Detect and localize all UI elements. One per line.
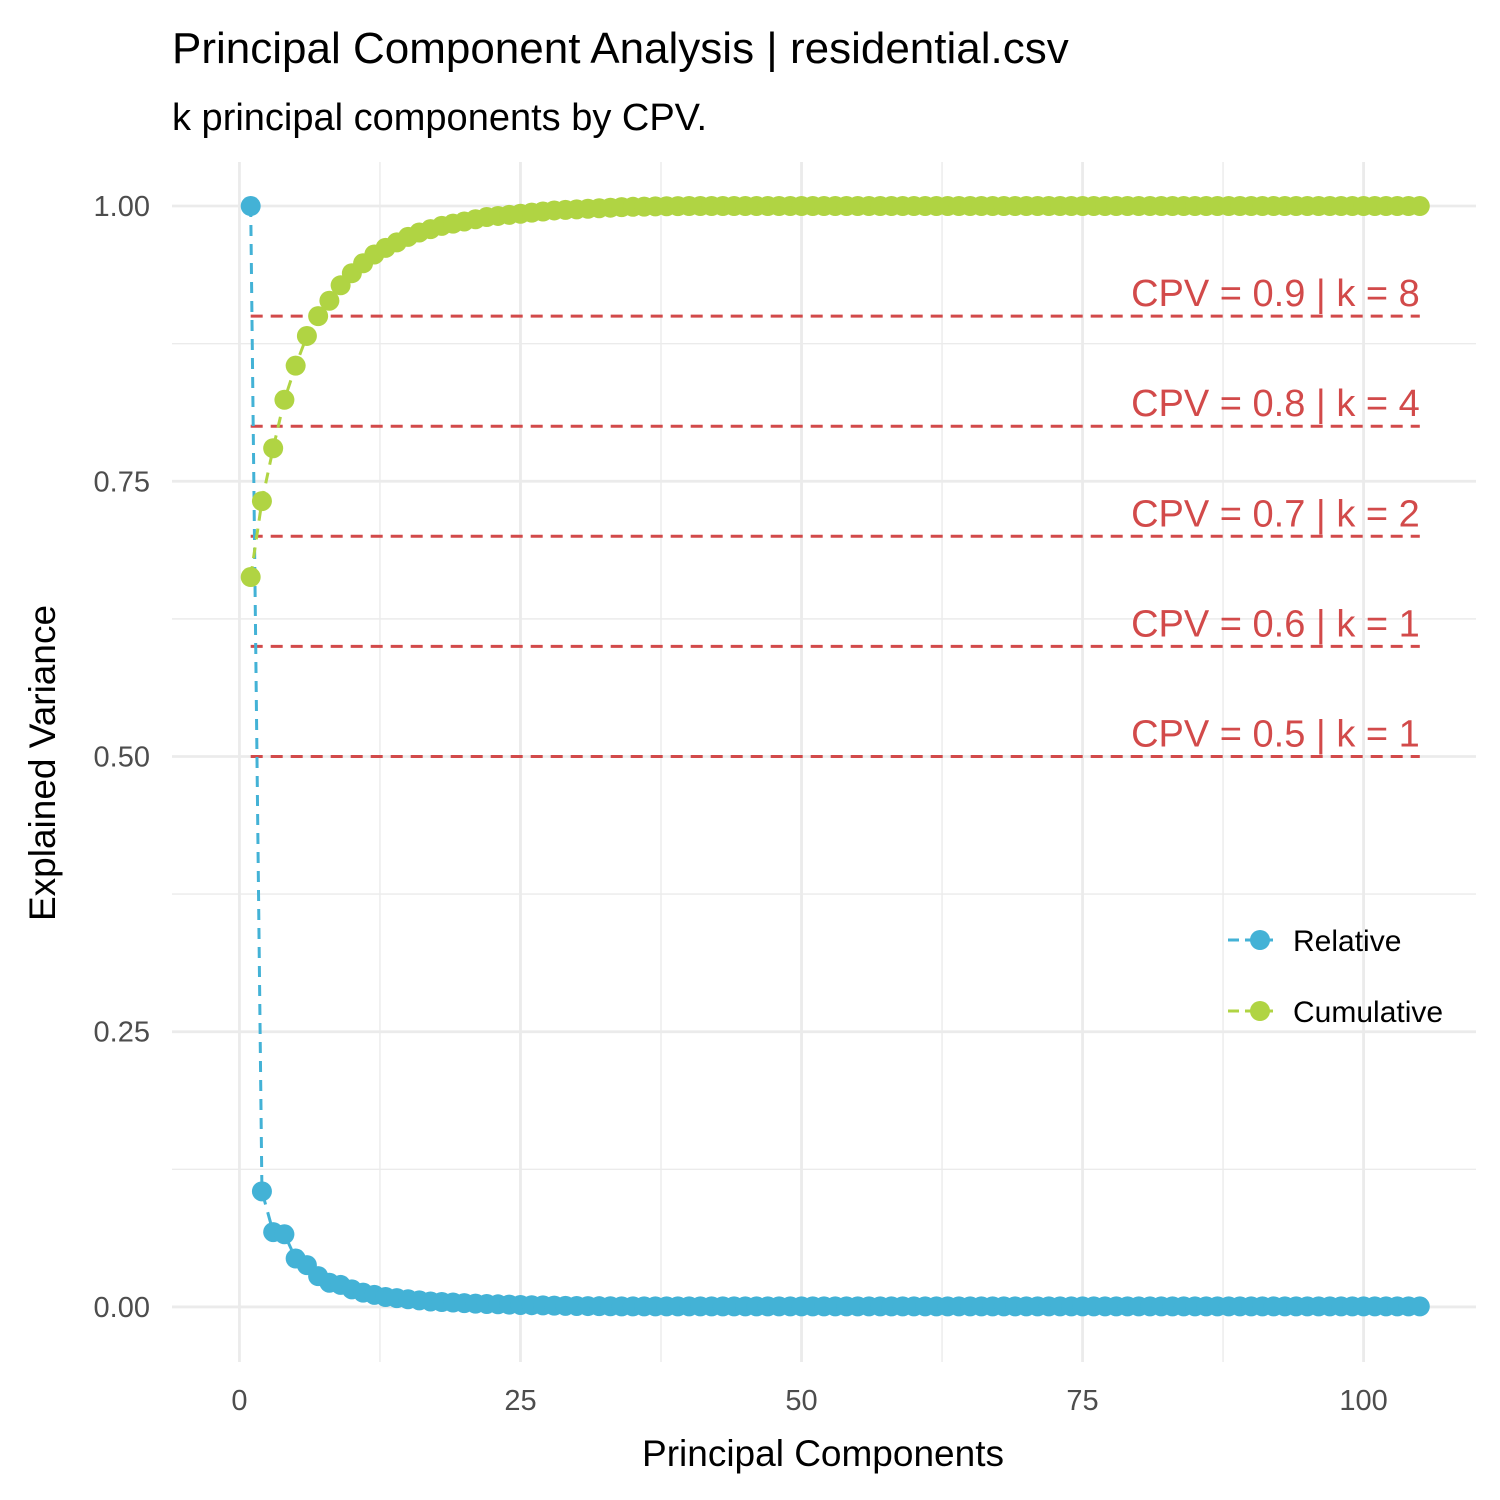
legend-label-cumulative: Cumulative	[1293, 996, 1443, 1029]
cumulative-point	[285, 355, 306, 376]
x-axis-title: Principal Components	[642, 1433, 1004, 1474]
cpv-threshold-label: CPV = 0.6 | k = 1	[1131, 603, 1420, 645]
relative-point	[1409, 1296, 1430, 1317]
cumulative-point	[296, 325, 317, 346]
relative-point	[240, 196, 261, 217]
cumulative-point	[274, 389, 295, 410]
grid-minor	[172, 162, 1476, 1362]
relative-point	[251, 1181, 272, 1202]
y-tick-label: 0.50	[94, 741, 150, 773]
cpv-threshold-label: CPV = 0.7 | k = 2	[1131, 493, 1420, 535]
x-axis-ticks: 0 25 50 75 100	[231, 1385, 1387, 1417]
cpv-threshold-label: CPV = 0.5 | k = 1	[1131, 713, 1420, 755]
series-layer	[240, 196, 1430, 1317]
cumulative-point	[251, 491, 272, 512]
legend-key-point-cumulative	[1250, 1001, 1270, 1021]
x-tick-label: 25	[504, 1385, 536, 1417]
x-tick-label: 0	[231, 1385, 247, 1417]
grid-major	[172, 162, 1476, 1362]
x-tick-label: 75	[1066, 1385, 1098, 1417]
y-tick-label: 1.00	[94, 191, 150, 223]
cumulative-point	[240, 567, 261, 588]
legend-key-point-relative	[1250, 930, 1270, 950]
cumulative-point	[308, 306, 329, 327]
chart-title: Principal Component Analysis | residenti…	[172, 24, 1069, 73]
y-axis-ticks: 0.00 0.25 0.50 0.75 1.00	[94, 191, 150, 1324]
cumulative-point	[1409, 196, 1430, 217]
cpv-threshold-label: CPV = 0.8 | k = 4	[1131, 383, 1420, 425]
cumulative-point	[263, 438, 284, 459]
cpv-threshold-label: CPV = 0.9 | k = 8	[1131, 273, 1420, 315]
cpv-thresholds: CPV = 0.9 | k = 8 CPV = 0.8 | k = 4 CPV = …	[250, 273, 1420, 758]
cumulative-point	[319, 290, 340, 311]
x-tick-label: 50	[785, 1385, 817, 1417]
y-axis-title: Explained Variance	[22, 605, 63, 921]
relative-point	[274, 1224, 295, 1245]
y-tick-label: 0.75	[94, 466, 150, 498]
chart-subtitle: k principal components by CPV.	[172, 97, 707, 139]
y-tick-label: 0.25	[94, 1017, 150, 1049]
legend: Relative Cumulative	[1228, 925, 1443, 1029]
x-tick-label: 100	[1339, 1385, 1387, 1417]
legend-label-relative: Relative	[1293, 925, 1401, 958]
y-tick-label: 0.00	[94, 1292, 150, 1324]
